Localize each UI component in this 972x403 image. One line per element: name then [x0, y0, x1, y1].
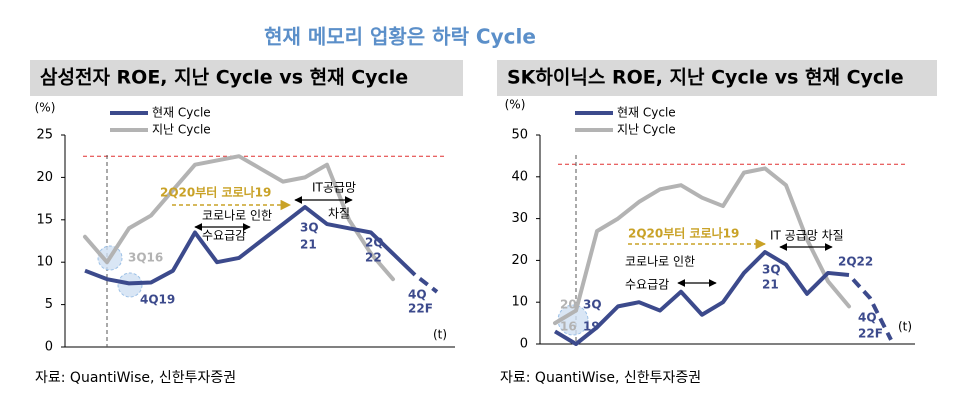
y-tick-label: 20	[511, 253, 528, 268]
header-band	[497, 60, 937, 96]
annotation: 4Q19	[140, 293, 175, 307]
annotation: 20	[560, 298, 577, 312]
annotation: 코로나로 인한	[625, 255, 695, 269]
annotation: IT 공급망 차질	[770, 229, 844, 243]
annotation: IT공급망	[312, 181, 356, 195]
source: 자료: QuantiWise, 신한투자증권	[500, 370, 701, 386]
y-tick-label: 20	[36, 170, 53, 185]
y-unit: (%)	[35, 101, 56, 115]
legend-label: 지난 Cycle	[152, 123, 211, 137]
annotation: 22F	[858, 327, 883, 341]
chart-title: 삼성전자 ROE, 지난 Cycle vs 현재 Cycle	[40, 67, 408, 89]
annotation: 3Q16	[128, 251, 163, 265]
x-label: (t)	[433, 328, 447, 342]
annotation: 21	[300, 238, 317, 252]
series-line	[84, 205, 439, 294]
legend-label: 현재 Cycle	[152, 106, 211, 120]
series-line	[553, 166, 851, 326]
annotation: 2Q	[365, 236, 384, 250]
series-line	[553, 250, 893, 346]
annotation: 19	[583, 320, 600, 334]
annotation: 수요급감	[202, 229, 246, 243]
chart-title: SK하이닉스 ROE, 지난 Cycle vs 현재 Cycle	[507, 67, 904, 89]
annotation: 4Q	[858, 311, 877, 325]
annotation: 21	[762, 278, 779, 292]
annotation: 2Q20부터 코로나19	[160, 185, 271, 200]
header-band	[30, 60, 463, 96]
y-tick-label: 10	[511, 295, 528, 310]
annotation: 수요급감	[625, 278, 669, 292]
y-unit: (%)	[505, 98, 526, 112]
annotation: 코로나로 인한	[202, 209, 272, 223]
y-tick-label: 0	[520, 337, 528, 352]
annotation: 3Q	[300, 221, 319, 235]
annotation: 차질	[328, 207, 350, 221]
legend-label: 현재 Cycle	[617, 106, 676, 120]
y-tick-label: 0	[45, 340, 53, 355]
annotation: 22	[365, 251, 382, 265]
source: 자료: QuantiWise, 신한투자증권	[35, 370, 236, 386]
annotation: 3Q	[762, 263, 781, 277]
annotation: 4Q	[408, 288, 427, 302]
y-tick-label: 40	[511, 169, 528, 184]
legend-label: 지난 Cycle	[617, 123, 676, 137]
y-tick-label: 30	[511, 211, 528, 226]
y-tick-label: 5	[45, 297, 53, 312]
y-tick-label: 10	[36, 255, 53, 270]
annotation: 2Q22	[838, 255, 873, 269]
y-tick-label: 15	[36, 212, 53, 227]
annotation: 22F	[408, 302, 433, 316]
y-tick-label: 50	[511, 128, 528, 143]
page-title: 현재 메모리 업황은 하락 Cycle	[264, 25, 536, 49]
annotation: 16	[560, 320, 577, 334]
annotation: 2Q20부터 코로나19	[628, 226, 739, 241]
annotation: 3Q	[583, 298, 602, 312]
y-tick-label: 25	[36, 128, 53, 143]
x-label: (t)	[898, 320, 912, 334]
